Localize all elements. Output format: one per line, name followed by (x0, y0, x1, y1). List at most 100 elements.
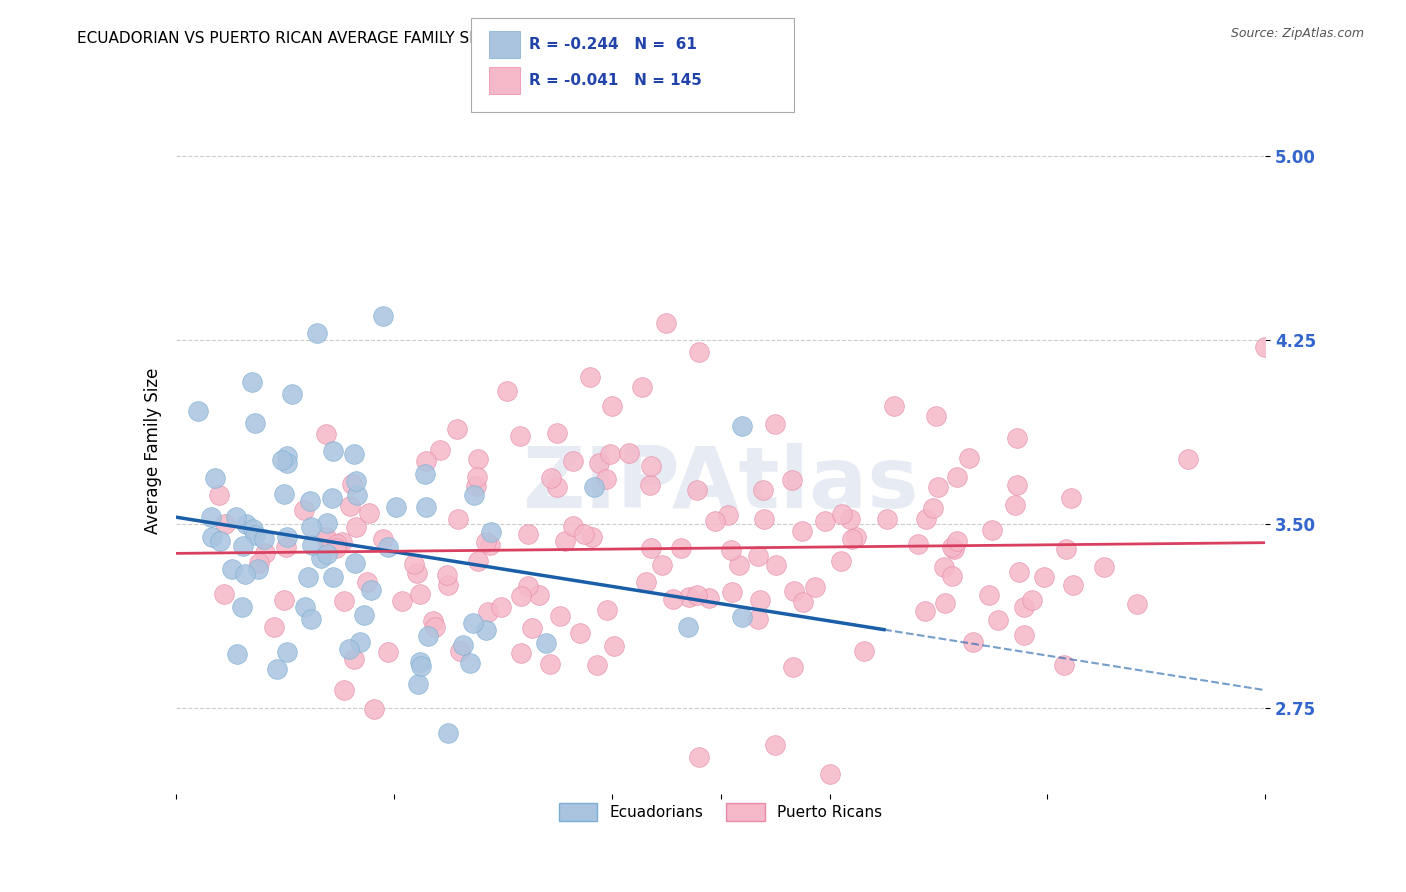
Puerto Ricans (1060, 491, 1083, 505)
Puerto Ricans (529, 588, 551, 602)
Puerto Ricans (391, 593, 413, 607)
Puerto Ricans (655, 316, 678, 330)
Ecuadorians (309, 551, 332, 566)
Ecuadorians (385, 500, 408, 514)
Puerto Ricans (465, 470, 488, 484)
Puerto Ricans (927, 480, 949, 494)
Ecuadorians (322, 570, 344, 584)
Puerto Ricans (747, 612, 769, 626)
Puerto Ricans (941, 540, 963, 554)
Puerto Ricans (636, 574, 658, 589)
Puerto Ricans (357, 506, 380, 520)
Puerto Ricans (720, 543, 742, 558)
Ecuadorians (266, 663, 288, 677)
Puerto Ricans (617, 446, 640, 460)
Ecuadorians (346, 474, 368, 488)
Ecuadorians (281, 387, 304, 401)
Puerto Ricans (447, 511, 470, 525)
Ecuadorians (273, 486, 295, 500)
Ecuadorians (246, 562, 269, 576)
Ecuadorians (242, 522, 264, 536)
Ecuadorians (349, 635, 371, 649)
Ecuadorians (731, 418, 754, 433)
Puerto Ricans (1008, 565, 1031, 579)
Puerto Ricans (333, 594, 356, 608)
Puerto Ricans (540, 470, 562, 484)
Text: R = -0.244   N =  61: R = -0.244 N = 61 (529, 37, 696, 52)
Text: Source: ZipAtlas.com: Source: ZipAtlas.com (1230, 27, 1364, 40)
Ecuadorians (231, 600, 253, 615)
Puerto Ricans (1021, 592, 1043, 607)
Puerto Ricans (688, 750, 710, 764)
Ecuadorians (322, 443, 344, 458)
Ecuadorians (294, 599, 316, 614)
Puerto Ricans (538, 657, 561, 671)
Puerto Ricans (516, 579, 538, 593)
Puerto Ricans (274, 540, 297, 554)
Puerto Ricans (496, 384, 519, 398)
Puerto Ricans (748, 593, 770, 607)
Ecuadorians (475, 623, 498, 637)
Puerto Ricans (546, 425, 568, 440)
Ecuadorians (731, 610, 754, 624)
Puerto Ricans (599, 447, 621, 461)
Puerto Ricans (595, 472, 617, 486)
Text: R = -0.041   N = 145: R = -0.041 N = 145 (529, 73, 702, 87)
Puerto Ricans (467, 452, 489, 467)
Puerto Ricans (449, 644, 471, 658)
Puerto Ricans (409, 587, 432, 601)
Puerto Ricans (596, 603, 619, 617)
Puerto Ricans (446, 422, 468, 436)
Ecuadorians (270, 453, 292, 467)
Puerto Ricans (315, 426, 337, 441)
Puerto Ricans (981, 523, 1004, 537)
Puerto Ricans (1033, 570, 1056, 584)
Ecuadorians (301, 538, 323, 552)
Puerto Ricans (979, 588, 1001, 602)
Text: ZIPAtlas: ZIPAtlas (522, 443, 920, 526)
Puerto Ricans (405, 566, 427, 580)
Puerto Ricans (853, 644, 876, 658)
Puerto Ricans (586, 657, 609, 672)
Ecuadorians (406, 677, 429, 691)
Ecuadorians (243, 528, 266, 542)
Ecuadorians (411, 658, 433, 673)
Puerto Ricans (292, 503, 315, 517)
Puerto Ricans (333, 682, 356, 697)
Puerto Ricans (325, 541, 347, 555)
Ecuadorians (415, 500, 437, 515)
Ecuadorians (253, 533, 276, 547)
Puerto Ricans (1054, 541, 1077, 556)
Puerto Ricans (921, 500, 943, 515)
Puerto Ricans (790, 524, 813, 538)
Puerto Ricans (208, 488, 231, 502)
Ecuadorians (346, 488, 368, 502)
Ecuadorians (479, 525, 502, 540)
Puerto Ricans (315, 531, 337, 545)
Puerto Ricans (325, 537, 347, 551)
Puerto Ricans (747, 549, 769, 564)
Puerto Ricans (831, 508, 853, 522)
Puerto Ricans (1094, 560, 1116, 574)
Puerto Ricans (845, 530, 868, 544)
Puerto Ricans (1012, 628, 1035, 642)
Puerto Ricans (588, 457, 610, 471)
Puerto Ricans (638, 477, 661, 491)
Puerto Ricans (1254, 340, 1277, 354)
Puerto Ricans (464, 478, 486, 492)
Ecuadorians (534, 636, 557, 650)
Puerto Ricans (946, 533, 969, 548)
Puerto Ricans (987, 613, 1010, 627)
Puerto Ricans (517, 527, 540, 541)
Puerto Ricans (340, 476, 363, 491)
Puerto Ricans (363, 701, 385, 715)
Puerto Ricans (703, 514, 725, 528)
Ecuadorians (316, 516, 339, 530)
Ecuadorians (461, 615, 484, 630)
Ecuadorians (225, 510, 247, 524)
Puerto Ricans (915, 512, 938, 526)
Puerto Ricans (780, 473, 803, 487)
Puerto Ricans (212, 587, 235, 601)
Puerto Ricans (1053, 657, 1076, 672)
Puerto Ricans (404, 557, 426, 571)
